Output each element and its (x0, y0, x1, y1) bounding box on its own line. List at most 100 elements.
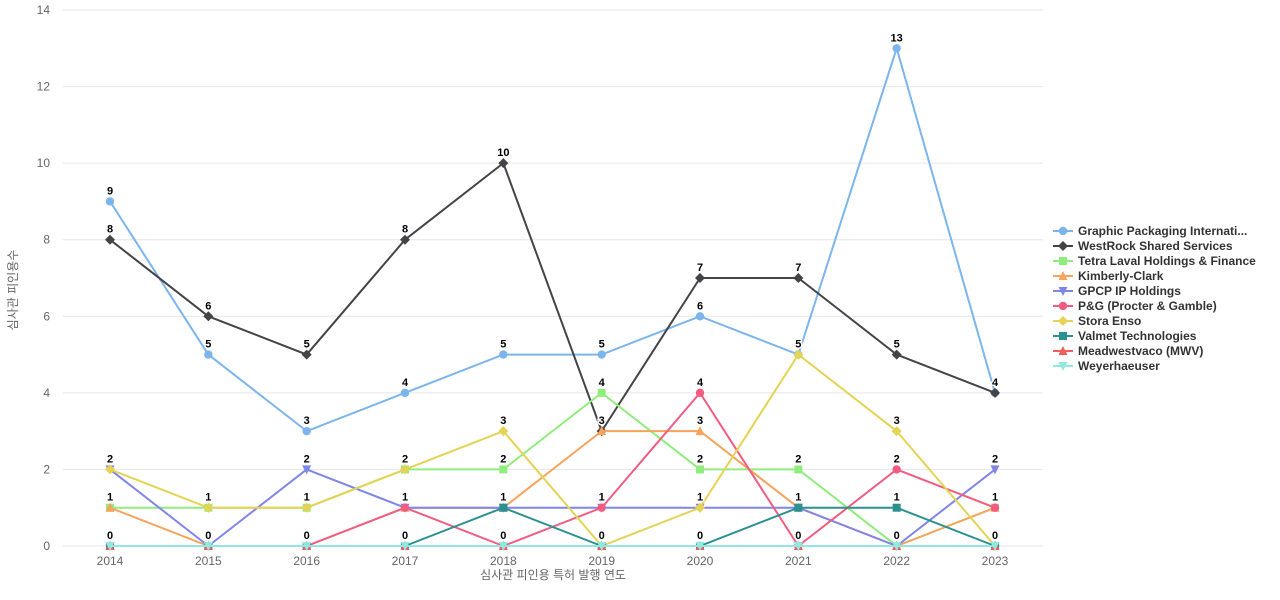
legend-series-icon (1053, 270, 1073, 280)
triangle-down-marker-icon (1058, 361, 1068, 371)
legend-item-4[interactable]: GPCP IP Holdings (1053, 283, 1256, 298)
triangle-marker-icon (695, 426, 705, 436)
data-label: 2 (894, 453, 900, 465)
square-marker-icon (696, 465, 704, 474)
legend-item-6[interactable]: Stora Enso (1053, 313, 1256, 328)
diamond-marker-icon (1058, 240, 1068, 251)
y-tick-label: 0 (43, 539, 50, 553)
data-label: 1 (500, 492, 506, 504)
legend-series-icon (1053, 256, 1073, 265)
x-tick-label: 2015 (195, 554, 222, 568)
x-tick-label: 2014 (97, 554, 124, 568)
circle-marker-icon (1058, 226, 1068, 235)
data-label: 1 (402, 492, 408, 504)
data-label: 0 (992, 530, 998, 542)
circle-marker-icon (400, 388, 410, 398)
legend-series-icon (1053, 226, 1073, 235)
square-marker-icon (892, 503, 901, 512)
data-label: 1 (107, 492, 113, 504)
circle-marker-icon (204, 350, 213, 359)
data-label: 0 (500, 530, 506, 542)
data-label: 3 (304, 415, 310, 427)
diamond-marker-icon (498, 426, 509, 437)
data-label: 0 (795, 530, 801, 542)
data-label: 1 (304, 492, 310, 504)
legend-item-2[interactable]: Tetra Laval Holdings & Finance (1053, 253, 1256, 268)
legend-item-7[interactable]: Valmet Technologies (1053, 328, 1256, 343)
data-label: 0 (304, 530, 310, 542)
legend-label: Tetra Laval Holdings & Finance (1078, 253, 1256, 268)
legend-item-8[interactable]: Meadwestvaco (MWV) (1053, 343, 1256, 358)
legend-item-9[interactable]: Weyerhaeuser (1053, 358, 1256, 373)
legend-label: Weyerhaeuser (1078, 358, 1160, 373)
data-label: 8 (402, 224, 408, 236)
legend-series-icon (1053, 361, 1073, 371)
diamond-marker-icon (990, 387, 1000, 398)
data-label: 0 (599, 530, 605, 542)
x-tick-label: 2021 (785, 554, 812, 568)
x-tick-label: 2022 (883, 554, 910, 568)
series-line (109, 47, 996, 433)
data-label: 3 (599, 415, 605, 427)
diamond-marker-icon (793, 349, 804, 360)
diamond-marker-icon (203, 311, 214, 322)
diamond-marker-icon (891, 349, 902, 360)
series-line (109, 162, 996, 433)
legend-label: Valmet Technologies (1078, 328, 1197, 343)
triangle-down-marker-icon (203, 542, 213, 551)
data-label: 4 (599, 377, 606, 389)
y-tick-label: 2 (43, 462, 50, 476)
data-label: 5 (894, 339, 900, 351)
series-line (109, 353, 996, 547)
data-label: 7 (795, 262, 801, 274)
data-label: 4 (402, 377, 409, 389)
triangle-down-marker-icon (990, 542, 1000, 551)
data-label: 2 (500, 453, 506, 465)
legend-item-0[interactable]: Graphic Packaging Internati... (1053, 223, 1256, 238)
diamond-marker-icon (793, 273, 804, 283)
x-tick-label: 2023 (982, 554, 1009, 568)
y-tick-label: 4 (43, 386, 50, 400)
legend-series-icon (1053, 286, 1073, 296)
triangle-marker-icon (105, 502, 115, 512)
data-label: 1 (697, 492, 703, 504)
diamond-marker-icon (498, 158, 509, 169)
x-tick-label: 2019 (588, 554, 615, 568)
data-label: 0 (894, 530, 900, 542)
triangle-down-marker-icon (990, 465, 1000, 475)
square-marker-icon (794, 465, 803, 474)
diamond-marker-icon (105, 464, 115, 475)
legend-label: Meadwestvaco (MWV) (1078, 343, 1204, 358)
data-label: 10 (497, 147, 509, 159)
legend-label: Kimberly-Clark (1078, 268, 1164, 283)
circle-marker-icon (105, 197, 115, 206)
circle-marker-icon (400, 503, 410, 512)
square-marker-icon (1059, 256, 1067, 265)
legend-item-5[interactable]: P&G (Procter & Gamble) (1053, 298, 1256, 313)
legend-item-1[interactable]: WestRock Shared Services (1053, 238, 1256, 253)
diamond-marker-icon (400, 234, 410, 245)
series-line (110, 506, 996, 547)
data-label: 1 (205, 492, 211, 504)
legend-item-3[interactable]: Kimberly-Clark (1053, 268, 1256, 283)
circle-marker-icon (1058, 301, 1068, 310)
legend-label: Stora Enso (1078, 313, 1142, 328)
legend-label: WestRock Shared Services (1078, 238, 1233, 253)
diamond-marker-icon (301, 349, 312, 360)
diamond-marker-icon (695, 273, 705, 283)
data-label: 13 (891, 32, 903, 44)
data-label: 5 (599, 339, 605, 351)
triangle-marker-icon (1058, 270, 1068, 280)
data-label: 3 (697, 415, 703, 427)
circle-marker-icon (892, 44, 901, 53)
triangle-down-marker-icon (400, 542, 410, 551)
square-marker-icon (794, 503, 803, 512)
circle-marker-icon (695, 388, 705, 398)
legend-label: Graphic Packaging Internati... (1078, 223, 1248, 238)
triangle-down-marker-icon (793, 542, 803, 551)
triangle-down-marker-icon (105, 542, 115, 551)
triangle-down-marker-icon (597, 542, 607, 551)
legend-series-icon (1053, 315, 1073, 326)
